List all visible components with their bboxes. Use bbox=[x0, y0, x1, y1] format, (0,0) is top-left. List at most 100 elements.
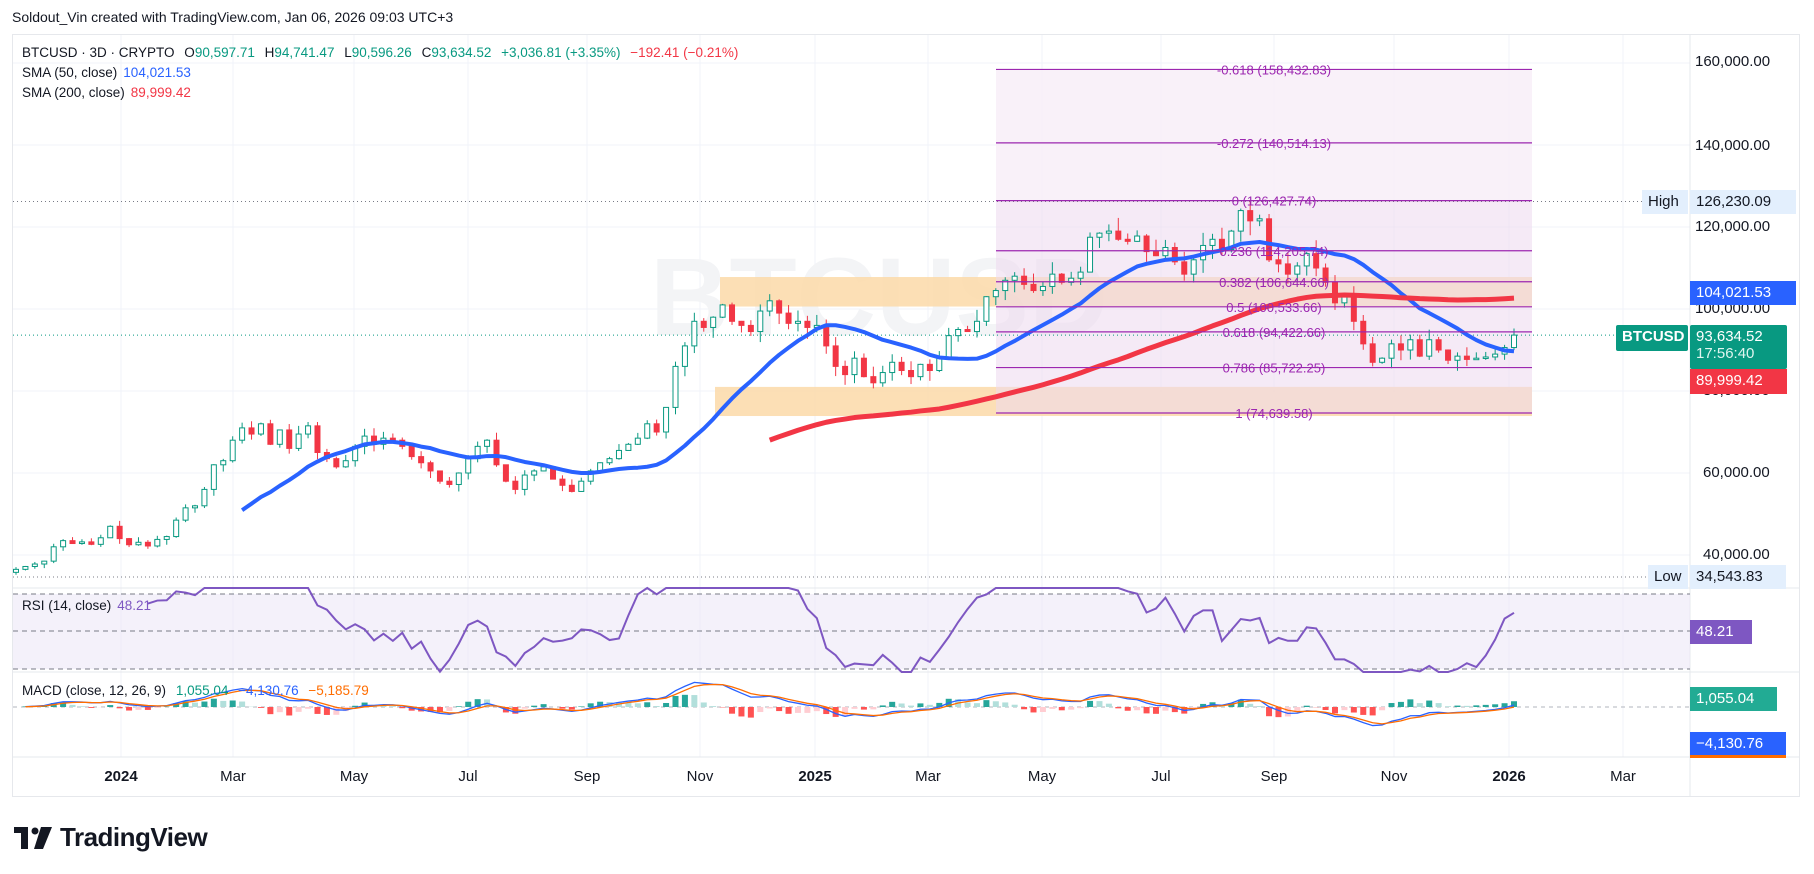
candle-up bbox=[936, 357, 943, 372]
candle-down bbox=[1058, 273, 1065, 283]
candle-down bbox=[1152, 251, 1159, 257]
macd-legend[interactable]: MACD (close, 12, 26, 9) 1,055.04 −4,130.… bbox=[22, 683, 375, 698]
macd-hist-value: 1,055.04 bbox=[175, 683, 229, 698]
macd-histogram-bar bbox=[1492, 704, 1499, 707]
time-axis-label: 2025 bbox=[798, 768, 832, 785]
macd-histogram-bar bbox=[1416, 703, 1423, 707]
candle-up bbox=[1454, 355, 1461, 361]
candle-up bbox=[1228, 230, 1235, 251]
candle-down bbox=[286, 429, 293, 449]
macd-histogram-bar bbox=[1463, 705, 1470, 707]
macd-histogram-bar bbox=[1369, 707, 1376, 716]
macd-histogram-bar bbox=[1454, 705, 1461, 707]
candle-up bbox=[1341, 296, 1348, 304]
macd-histogram-bar bbox=[1077, 707, 1084, 709]
candle-up bbox=[794, 320, 801, 324]
macd-histogram-bar bbox=[973, 703, 980, 707]
fib-level-label: 0.382 (106,644.66) bbox=[1219, 275, 1329, 290]
macd-histogram-bar bbox=[917, 703, 924, 707]
candle-down bbox=[870, 376, 877, 384]
low-value: L90,596.26 bbox=[344, 45, 412, 60]
macd-histogram-bar bbox=[992, 701, 999, 707]
macd-histogram-bar bbox=[295, 707, 302, 712]
rsi-legend[interactable]: RSI (14, close) 48.21 bbox=[22, 598, 157, 613]
tradingview-logo[interactable]: TradingView bbox=[14, 822, 208, 853]
candle-up bbox=[1379, 357, 1386, 363]
macd-histogram-bar bbox=[229, 700, 236, 707]
sma50-label[interactable]: SMA (50, close) bbox=[22, 65, 118, 80]
fib-level-label: 0.618 (94,422.66) bbox=[1223, 325, 1326, 340]
candle-up bbox=[97, 537, 104, 545]
macd-histogram-bar bbox=[1350, 707, 1357, 713]
sma200-price-tag: 89,999.42 bbox=[1690, 369, 1787, 394]
time-axis-label: Mar bbox=[1610, 768, 1636, 785]
candle-up bbox=[163, 536, 170, 540]
price-tick: 140,000.00 bbox=[1695, 137, 1771, 154]
macd-histogram-bar bbox=[879, 705, 886, 707]
candle-down bbox=[700, 320, 707, 328]
macd-histogram-bar bbox=[126, 707, 133, 711]
macd-histogram-bar bbox=[625, 702, 632, 707]
candle-up bbox=[1134, 235, 1141, 242]
macd-histogram-bar bbox=[1247, 703, 1254, 707]
candle-down bbox=[1181, 261, 1188, 275]
candle-down bbox=[116, 525, 123, 540]
macd-histogram-bar bbox=[1200, 703, 1207, 707]
candle-up bbox=[766, 300, 773, 312]
candle-up bbox=[1209, 238, 1216, 246]
macd-histogram-bar bbox=[210, 698, 217, 707]
high-label: High bbox=[1642, 190, 1688, 214]
sma50-legend[interactable]: SMA (50, close) 104,021.53 bbox=[22, 65, 197, 80]
macd-histogram-bar bbox=[691, 695, 698, 707]
symbol-title[interactable]: BTCUSD · 3D · CRYPTO bbox=[22, 45, 175, 60]
candle-up bbox=[210, 464, 217, 490]
candle-up bbox=[1002, 279, 1009, 292]
macd-histogram-bar bbox=[1039, 707, 1046, 713]
macd-histogram-bar bbox=[1058, 707, 1065, 711]
candle-up bbox=[257, 423, 264, 435]
candle-up bbox=[663, 406, 670, 433]
candle-up bbox=[1105, 230, 1112, 234]
macd-histogram-bar bbox=[794, 707, 801, 713]
macd-histogram-bar bbox=[1275, 707, 1282, 718]
macd-histogram-bar bbox=[1360, 707, 1367, 715]
candle-up bbox=[710, 316, 717, 328]
candle-down bbox=[1171, 247, 1178, 263]
candle-down bbox=[267, 423, 274, 445]
candle-down bbox=[408, 445, 415, 458]
macd-histogram-bar bbox=[1511, 701, 1517, 707]
candle-down bbox=[842, 365, 849, 376]
macd-histogram-bar bbox=[1002, 702, 1009, 707]
candle-up bbox=[521, 474, 528, 490]
macd-histogram-bar bbox=[239, 701, 246, 707]
macd-histogram-bar bbox=[1021, 707, 1028, 710]
candle-up bbox=[182, 507, 189, 521]
time-axis-label: Jul bbox=[458, 768, 478, 785]
macd-label[interactable]: MACD (close, 12, 26, 9) bbox=[22, 683, 167, 698]
candle-up bbox=[1237, 210, 1244, 232]
candle-down bbox=[823, 324, 830, 347]
candle-down bbox=[964, 329, 971, 333]
macd-histogram-bar bbox=[738, 707, 745, 717]
macd-histogram-bar bbox=[1426, 700, 1433, 707]
macd-histogram-bar bbox=[1190, 707, 1197, 709]
rsi-label[interactable]: RSI (14, close) bbox=[22, 598, 112, 613]
sma200-legend[interactable]: SMA (200, close) 89,999.42 bbox=[22, 85, 197, 100]
macd-histogram-bar bbox=[1152, 707, 1159, 714]
symbol-legend[interactable]: BTCUSD · 3D · CRYPTO O90,597.71 H94,741.… bbox=[22, 45, 744, 60]
candle-up bbox=[220, 460, 227, 466]
candle-down bbox=[248, 427, 255, 435]
macd-histogram-bar bbox=[333, 707, 340, 715]
sma200-label[interactable]: SMA (200, close) bbox=[22, 85, 125, 100]
candle-up bbox=[644, 423, 651, 439]
macd-histogram-bar bbox=[78, 706, 85, 707]
macd-histogram-bar bbox=[681, 694, 688, 707]
price-tick: 160,000.00 bbox=[1695, 53, 1771, 70]
macd-histogram-bar bbox=[832, 707, 839, 717]
fib-level-label: 0 (126,427.74) bbox=[1232, 194, 1317, 209]
sma50-value: 104,021.53 bbox=[123, 65, 191, 80]
macd-histogram-bar bbox=[1011, 704, 1018, 707]
sma50-price-tag: 104,021.53 bbox=[1690, 281, 1796, 305]
candle-down bbox=[653, 423, 660, 433]
